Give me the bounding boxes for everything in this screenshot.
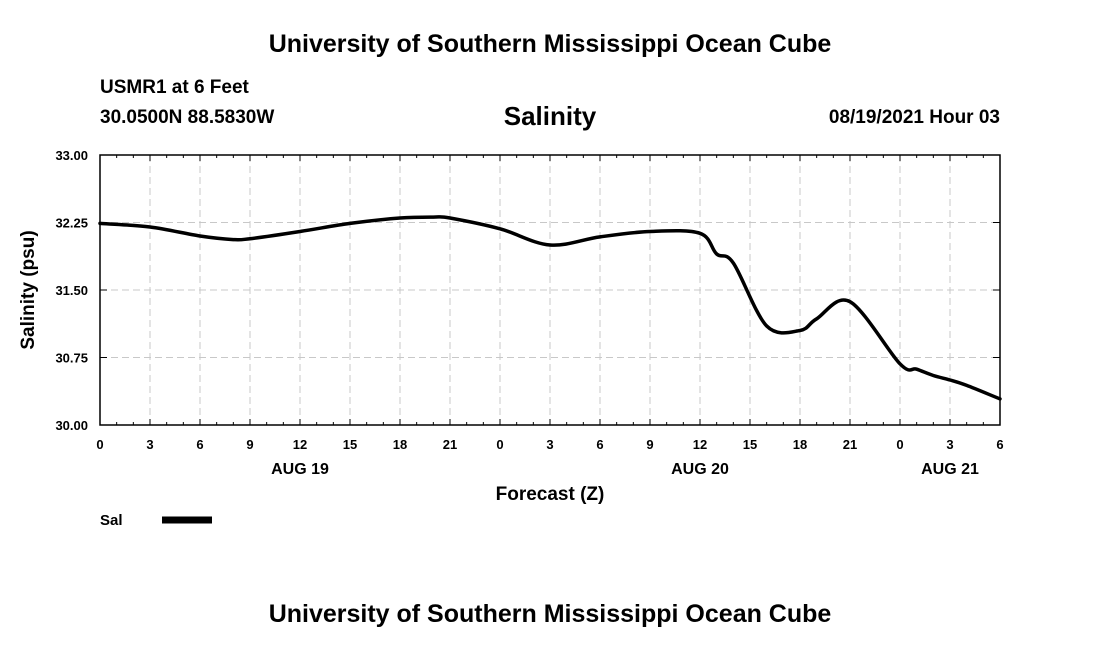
date-label: AUG 20 [671, 461, 729, 478]
coordinates-label: 30.0500N 88.5830W [100, 107, 275, 128]
x-tick-label: 0 [496, 437, 503, 452]
x-tick-label: 9 [646, 437, 653, 452]
x-tick-label: 0 [896, 437, 903, 452]
x-tick-label: 3 [146, 437, 153, 452]
legend-label: Sal [100, 512, 123, 529]
x-tick-label: 0 [96, 437, 103, 452]
y-axis-label: Salinity (psu) [18, 230, 39, 349]
x-tick-label: 21 [443, 437, 457, 452]
y-tick-label: 32.25 [55, 216, 88, 231]
x-tick-label: 6 [596, 437, 603, 452]
x-axis-label: Forecast (Z) [496, 484, 605, 505]
y-tick-label: 31.50 [55, 283, 88, 298]
x-tick-label: 18 [793, 437, 807, 452]
x-tick-label: 3 [946, 437, 953, 452]
x-tick-label: 12 [693, 437, 707, 452]
x-tick-label: 15 [743, 437, 757, 452]
series-line-sal [98, 215, 1002, 401]
date-label: AUG 21 [921, 461, 979, 478]
x-tick-label: 18 [393, 437, 407, 452]
station-label: USMR1 at 6 Feet [100, 77, 249, 98]
tick-layer: 0 3 6 9 12 15 18 21 0 3 6 9 12 15 18 21 0 3 6 30.00 30.75 31.… [55, 148, 1003, 478]
grid-layer [100, 155, 1000, 425]
x-tick-label: 6 [196, 437, 203, 452]
y-tick-label: 30.75 [55, 351, 88, 366]
timestamp-label: 08/19/2021 Hour 03 [828, 107, 1000, 128]
y-tick-label: 33.00 [55, 148, 88, 163]
date-label: AUG 19 [271, 461, 329, 478]
page-title: University of Southern Mississippi Ocean… [268, 30, 832, 58]
x-tick-label: 6 [996, 437, 1003, 452]
x-tick-label: 9 [246, 437, 253, 452]
x-tick-label: 12 [293, 437, 307, 452]
x-tick-label: 15 [343, 437, 357, 452]
y-tick-label: 30.00 [55, 418, 88, 433]
chart-title: Salinity [503, 101, 597, 131]
x-tick-label: 21 [843, 437, 857, 452]
footer-title: University of Southern Mississippi Ocean… [268, 600, 832, 628]
x-tick-label: 3 [546, 437, 553, 452]
